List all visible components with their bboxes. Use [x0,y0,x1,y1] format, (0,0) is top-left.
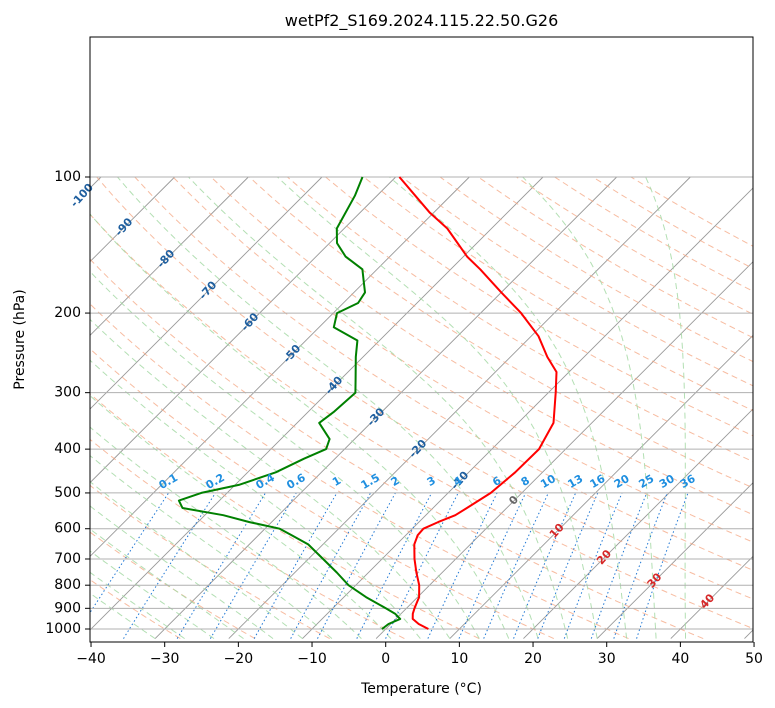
moist-adiabat-line [188,176,569,639]
mixing-ratio-line [458,492,527,639]
x-tick-label: 0 [381,651,390,667]
sounding-series [177,176,558,630]
mixing-ratio-line [290,492,372,639]
dry-adiabat-line [90,531,256,640]
y-tick-label: 300 [54,385,81,401]
dry-adiabat-line [90,258,704,640]
x-tick-label: 20 [524,651,542,667]
x-tick-label: 50 [745,651,763,667]
mixing-ratio-line [483,492,549,639]
y-tick-label: 400 [54,441,81,457]
isotherm-line [90,176,396,484]
isotherm-line [90,176,249,336]
x-tick-label: −20 [224,651,254,667]
isotherm-line [154,176,618,639]
mixing-ratio-line [427,492,498,639]
isotherm-line [90,176,470,557]
moist-adiabat-line [389,176,628,639]
background-lines [90,176,753,640]
x-tick-label: −10 [297,651,327,667]
dry-adiabat-line [287,176,753,463]
y-tick-label: 200 [54,305,81,321]
mixing-ratio-line [563,492,623,639]
x-tick-label: 40 [671,651,689,667]
moist-adiabat-line [90,455,333,639]
mixing-ratio-line [590,492,648,639]
isotherm-line [90,176,175,263]
mixing-ratio-line [176,492,266,639]
isotherm-line [375,261,753,639]
x-tick-label: −40 [76,651,106,667]
moist-adiabat-line [90,395,392,639]
y-tick-label: 100 [54,169,81,185]
moist-adiabat-line [90,318,451,639]
isotherm-line [670,555,753,639]
moist-adiabat-line [90,359,421,639]
isotherm-line [523,408,753,639]
moist-adiabat-line [90,426,362,639]
moist-adiabat-line [522,176,657,639]
temperature-line [398,176,558,630]
dry-adiabat-line [90,579,181,640]
moist-adiabat-line [90,270,480,639]
mixing-ratio-line [317,492,396,639]
isotherm-line [449,334,753,639]
moist-adiabat-line [117,176,539,639]
dry-adiabat-line [172,176,753,543]
y-axis-label: Pressure (hPa) [12,289,28,389]
y-tick-label: 800 [54,577,81,593]
chart-title: wetPf2_S169.2024.115.22.50.G26 [285,11,559,31]
isotherm-line [596,482,753,639]
mixing-ratio-line [537,492,599,639]
y-tick-label: 900 [54,600,81,616]
dry-adiabat-line [248,176,753,489]
moist-adiabat-line [277,176,598,639]
mixing-ratio-line [513,492,577,639]
dewpoint-line [177,176,402,630]
isotherm-line [90,176,323,410]
mixing-ratio-line [253,492,338,639]
moist-adiabat-line [90,213,510,639]
dry-adiabat-line [96,176,753,600]
dry-adiabat-line [363,176,753,412]
dry-adiabat-line [90,213,753,630]
y-tick-label: 1000 [45,621,81,637]
dry-adiabat-line [90,348,555,640]
y-tick-label: 600 [54,521,81,537]
moist-adiabat-line [645,176,686,639]
moist-adiabat-line [90,481,303,639]
moist-adiabat-line [90,528,244,639]
y-tick-label: 700 [54,551,81,567]
y-tick-label: 500 [54,485,81,501]
axis-ticks: −40 −30 −20 −10 0 10 20 30 40 50 100 200 300 400 500 60… [45,169,763,667]
x-axis-label: Temperature (°C) [360,681,482,697]
dry-adiabat-line [401,176,753,387]
plot-frame [89,36,754,643]
pressure-gridlines [90,176,753,630]
mixing-ratio-line [209,492,297,639]
x-tick-label: 30 [598,651,616,667]
mixing-ratio-line [123,492,216,639]
x-tick-label: −30 [150,651,180,667]
x-tick-label: 10 [450,651,468,667]
mixing-ratio-line [356,492,433,639]
